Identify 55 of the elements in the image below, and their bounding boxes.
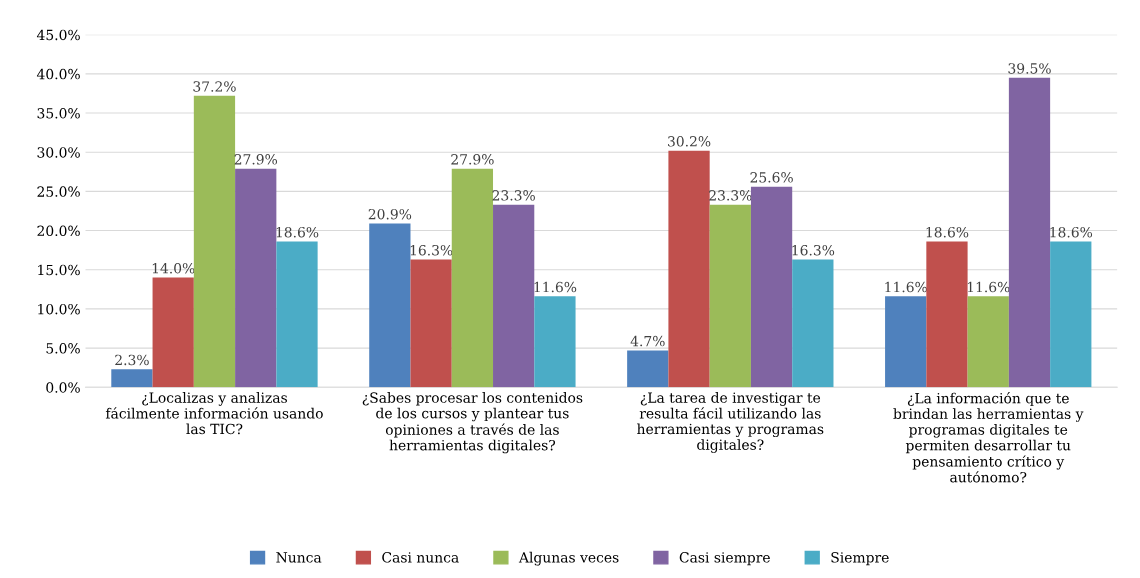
legend-label: Siempre [831, 552, 889, 566]
y-tick-label: 35.0% [37, 108, 80, 119]
data-label: 39.5% [1008, 63, 1051, 74]
legend-label: Algunas veces [518, 551, 619, 566]
data-label: 11.6% [534, 281, 577, 293]
data-label: 16.3% [410, 244, 453, 256]
y-tick-label: 40.0% [36, 68, 80, 80]
bar [111, 369, 153, 388]
x-tick-label: ¿Sabes procesar los contenidos de los cursos y plantear tus opiniones a través de las herramientas digitales? [362, 392, 583, 454]
legend-label: Casi nunca [382, 552, 459, 563]
x-tick-label: ¿Localizas y analizas fácilmente información usando las TIC? [105, 392, 323, 435]
data-label: 30.2% [668, 136, 711, 147]
data-label: 18.6% [276, 226, 319, 238]
data-label: 20.9% [368, 208, 412, 220]
data-label: 16.3% [792, 244, 835, 256]
bar [493, 204, 535, 388]
bar [750, 186, 793, 388]
y-tick-label: 30.0% [37, 147, 80, 158]
legend-label: Nunca [276, 552, 322, 563]
bar [668, 150, 710, 388]
bar [792, 259, 834, 388]
data-label: 25.6% [750, 172, 793, 183]
data-label: 27.9% [451, 154, 494, 165]
bar [369, 223, 411, 388]
bar [709, 204, 751, 388]
bar [276, 241, 318, 388]
x-tick-label: ¿La tarea de investigar te resulta fácil utilizando las herramientas y programas digitales? [637, 392, 824, 453]
legend-label: Casi siempre [679, 552, 770, 566]
y-tick-label: 5.0% [46, 343, 80, 354]
y-tick-label: 25.0% [37, 186, 80, 197]
data-label: 11.6% [967, 281, 1010, 293]
data-label: 37.2% [193, 81, 236, 92]
y-tick-label: 10.0% [38, 303, 80, 315]
data-label: 4.7% [630, 335, 665, 347]
data-label: 18.6% [1050, 226, 1093, 238]
bar [1008, 77, 1051, 388]
y-tick-label: 15.0% [38, 264, 80, 276]
bar [235, 168, 277, 388]
bar [534, 296, 576, 388]
y-tick-label: 0.0% [46, 382, 80, 393]
data-label: 14.0% [152, 262, 195, 274]
bar [627, 350, 669, 388]
data-label: 2.3% [115, 354, 149, 366]
bar [410, 259, 452, 388]
bar [152, 277, 194, 388]
bar [451, 168, 494, 388]
bar [967, 296, 1009, 388]
y-tick-label: 20.0% [37, 225, 80, 237]
y-tick-label: 45.0% [36, 29, 80, 41]
bar [885, 296, 927, 388]
bar [1050, 241, 1092, 388]
data-label: 18.6% [926, 226, 969, 238]
bar [193, 95, 236, 388]
bar [926, 241, 968, 388]
x-tick-label: ¿La información que te brindan las herramientas y programas digitales te permiten desarrollar tu pensamiento crítico y autónomo? [893, 392, 1084, 483]
